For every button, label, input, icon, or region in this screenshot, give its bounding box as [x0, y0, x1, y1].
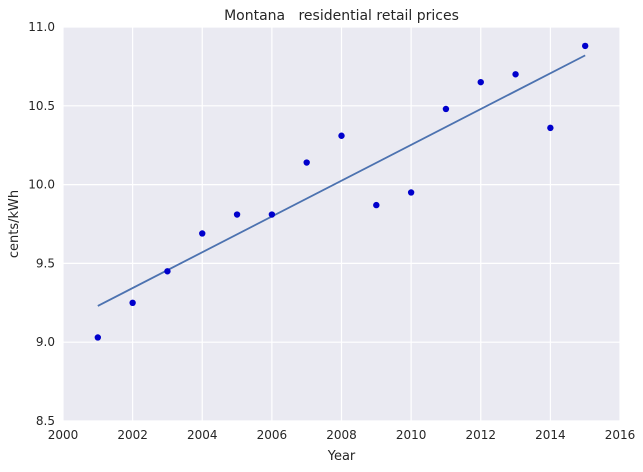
x-tick-label: 2010: [396, 428, 427, 442]
y-tick-label: 9.5: [36, 256, 55, 270]
data-point: [164, 268, 171, 275]
data-point: [338, 132, 345, 139]
trend-line-layer: [97, 54, 586, 307]
y-tick-label: 10.0: [28, 178, 55, 192]
data-point: [581, 42, 589, 50]
grid-lines: [62, 26, 621, 422]
y-axis-label: cents/kWh: [7, 190, 22, 258]
data-point: [442, 105, 450, 113]
data-point: [268, 211, 276, 218]
x-tick-label: 2000: [48, 428, 79, 442]
y-tick-label: 10.5: [28, 99, 55, 113]
x-tick-label: 2006: [257, 428, 288, 442]
x-tick-labels: 2000 2002 2004 2006 2008 2010 2012 2014 2016: [48, 428, 636, 442]
data-point: [407, 189, 415, 196]
data-point: [373, 201, 380, 209]
data-point: [547, 124, 554, 132]
y-tick-label: 8.5: [36, 414, 55, 428]
data-point: [233, 211, 241, 218]
x-axis-label: Year: [327, 449, 356, 464]
data-point: [199, 230, 206, 237]
data-point: [129, 299, 136, 306]
x-tick-label: 2016: [605, 428, 636, 442]
y-tick-label: 9.0: [36, 335, 55, 349]
x-tick-label: 2012: [465, 428, 496, 442]
data-point: [477, 78, 484, 86]
x-tick-label: 2008: [326, 428, 357, 442]
data-point: [303, 159, 310, 166]
y-tick-label: 11.0: [28, 20, 55, 34]
x-tick-label: 2002: [117, 428, 148, 442]
y-tick-labels: 8.5 9.0 9.5 10.0 10.5 11.0: [28, 20, 55, 428]
trend-line: [97, 54, 586, 307]
chart-title: Montana residential retail prices: [224, 8, 459, 24]
data-points-layer: [94, 42, 589, 341]
x-tick-label: 2004: [187, 428, 218, 442]
data-point: [94, 334, 102, 341]
data-point: [512, 71, 519, 78]
x-tick-label: 2014: [535, 428, 566, 442]
